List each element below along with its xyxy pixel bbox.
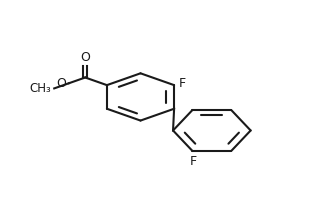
Text: F: F xyxy=(179,77,186,90)
Text: F: F xyxy=(190,155,197,168)
Text: O: O xyxy=(56,77,66,90)
Text: O: O xyxy=(80,51,90,64)
Text: CH₃: CH₃ xyxy=(29,82,51,95)
